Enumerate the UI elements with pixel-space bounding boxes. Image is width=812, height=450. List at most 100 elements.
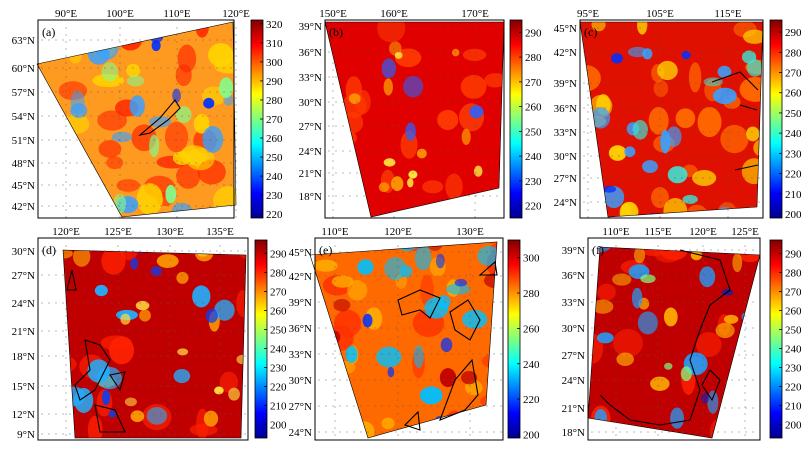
lon-label: 95°E — [577, 8, 599, 20]
colorbar-tick-label: 250 — [266, 152, 283, 164]
lon-label: 110°E — [163, 8, 190, 20]
colorbar-tick-label: 230 — [266, 190, 283, 202]
map-frame — [587, 237, 761, 441]
colorbar-tick-label: 280 — [525, 52, 542, 64]
coastline — [599, 249, 731, 426]
graticule-dots — [328, 25, 498, 218]
colorbar-tick-label: 290 — [785, 27, 802, 39]
panel-label: (f) — [592, 243, 604, 257]
lat-label: 45°N — [554, 23, 577, 35]
colorbar-tick-label: 250 — [525, 126, 542, 138]
graticule-dots — [41, 245, 246, 436]
colorbar-tick-label: 200 — [785, 209, 802, 221]
map-panel-d: 120°E 125°E 130°E 135°E 30°N 27°N 24°N 21°N 18°N… — [12, 226, 287, 441]
colorbar-tick-label: 240 — [525, 151, 542, 163]
colorbar-tick-label: 310 — [266, 38, 283, 50]
lat-label: 24°N — [554, 197, 577, 209]
lon-label: 130°E — [156, 226, 184, 238]
coastline — [138, 99, 181, 136]
lat-label: 42°N — [12, 201, 35, 213]
lon-label: 120°E — [384, 226, 412, 238]
lat-label: 15°N — [12, 381, 35, 393]
colorbar-tick-label: 220 — [785, 169, 802, 181]
lat-label: 24°N — [289, 427, 312, 439]
lat-label: 30°N — [299, 97, 322, 109]
map-frame — [324, 19, 505, 219]
colorbar-tick-label: 220 — [270, 382, 287, 394]
lon-label: 115°E — [714, 8, 741, 20]
colorbar-tick-label: 250 — [785, 108, 802, 120]
colorbar-tick-label: 260 — [270, 305, 287, 317]
data-swath — [63, 250, 246, 438]
colorbar-tick-label: 260 — [785, 305, 802, 317]
colorbar-tick-label: 210 — [785, 189, 802, 201]
lon-label: 100°E — [106, 8, 134, 20]
lon-label: 110°E — [602, 226, 629, 238]
lon-label: 160°E — [380, 8, 408, 20]
colorbar-tick-label: 270 — [266, 114, 283, 126]
lat-label: 21°N — [12, 326, 35, 338]
lat-label: 18°N — [562, 427, 585, 439]
map-panel-e: 110°E 120°E 130°E 45°N 42°N 39°N 36°N 33°N 30°N 2… — [289, 226, 540, 441]
colorbar-tick-label: 230 — [270, 363, 287, 375]
lat-label: 12°N — [12, 409, 35, 421]
lat-label: 30°N — [12, 246, 35, 258]
colorbar-tick-label: 280 — [785, 47, 802, 59]
graticule-dots — [318, 245, 502, 436]
panel-label: (a) — [42, 25, 55, 39]
colorbar — [769, 19, 783, 219]
colorbar-tick-label: 260 — [785, 88, 802, 100]
colorbar-tick-label: 290 — [525, 27, 542, 39]
coastline — [397, 260, 498, 431]
colorbar-tick-label: 290 — [270, 248, 287, 260]
colorbar-tick-label: 210 — [270, 401, 287, 413]
panel-label: (b) — [329, 25, 343, 39]
colorbar-tick-label: 270 — [525, 77, 542, 89]
colorbar-tick-label: 230 — [525, 176, 542, 188]
colorbar-tick-label: 300 — [266, 57, 283, 69]
lon-label: 120°E — [52, 226, 80, 238]
colorbar-tick-label: 270 — [785, 286, 802, 298]
lat-label: 45°N — [289, 247, 312, 259]
lat-label: 24°N — [562, 375, 585, 387]
lat-label: 27°N — [289, 401, 312, 413]
lat-label: 48°N — [12, 158, 35, 170]
lat-label: 39°N — [562, 245, 585, 257]
graticule-dots — [591, 245, 754, 436]
lon-label: 110°E — [321, 226, 348, 238]
lat-label: 27°N — [562, 350, 585, 362]
colorbar-tick-label: 280 — [266, 95, 283, 107]
lat-label: 27°N — [12, 270, 35, 282]
lat-label: 36°N — [562, 270, 585, 282]
lat-label: 27°N — [554, 173, 577, 185]
lon-label: 105°E — [646, 8, 674, 20]
map-frame — [579, 19, 764, 219]
colorbar-tick-label: 220 — [525, 201, 542, 213]
lat-label: 63°N — [12, 35, 35, 47]
colorbar-tick-label: 250 — [785, 324, 802, 336]
lat-label: 60°N — [12, 63, 35, 75]
colorbar — [509, 19, 523, 219]
colorbar — [507, 239, 521, 439]
lat-label: 18°N — [299, 191, 322, 203]
colorbar-tick-label: 260 — [523, 323, 540, 335]
map-panel-c: 95°E 105°E 115°E 45°N 42°N 39°N 36°N 33°N 30°N 27… — [554, 8, 802, 221]
lat-label: 24°N — [12, 298, 35, 310]
lat-label: 33°N — [299, 72, 322, 84]
colorbar-tick-label: 300 — [523, 253, 540, 265]
lat-label: 36°N — [289, 323, 312, 335]
map-panel-a: 90°E 100°E 110°E 120°E 63°N 60°N 57°N 54°N 51°N 4… — [12, 8, 283, 221]
colorbar-tick-label: 270 — [785, 68, 802, 80]
colorbar-tick-label: 220 — [785, 382, 802, 394]
colorbar-tick-label: 240 — [785, 344, 802, 356]
colorbar-tick-label: 220 — [266, 209, 283, 221]
lat-label: 18°N — [12, 351, 35, 363]
colorbar-tick-label: 210 — [785, 401, 802, 413]
colorbar-tick-label: 290 — [785, 248, 802, 260]
lat-label: 36°N — [299, 47, 322, 59]
lat-label: 51°N — [12, 135, 35, 147]
lat-label: 30°N — [554, 151, 577, 163]
map-frame — [37, 237, 249, 441]
colorbar-tick-label: 240 — [785, 128, 802, 140]
